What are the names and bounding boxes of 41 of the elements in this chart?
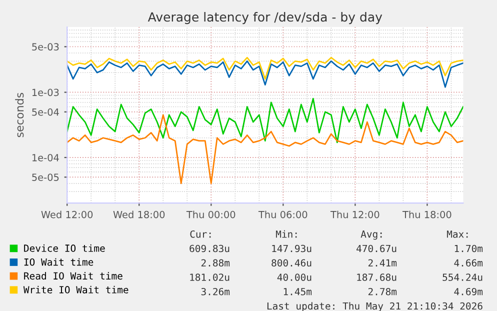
text: 40.00u bbox=[277, 274, 312, 281]
text: 4.66m bbox=[454, 259, 483, 267]
text: 1.70m bbox=[454, 244, 483, 252]
text: 2.78m bbox=[368, 288, 397, 296]
text: Max: bbox=[446, 230, 468, 238]
line-series bbox=[67, 56, 464, 80]
chart-title: Average latency for /dev/sda - by day bbox=[148, 12, 382, 24]
x-tick-label: Wed 18:00 bbox=[113, 210, 165, 218]
y-tick-label: 1e-03 bbox=[32, 88, 59, 96]
y-tick-label: 5e-04 bbox=[32, 108, 59, 116]
line-series bbox=[67, 114, 464, 184]
text: 3.26m bbox=[201, 288, 230, 296]
text: 187.68u bbox=[357, 274, 396, 281]
line-series bbox=[67, 98, 464, 144]
x-tick-label: Wed 12:00 bbox=[41, 210, 93, 218]
legend-label: Write IO Wait time bbox=[23, 286, 128, 294]
text: Min: bbox=[276, 230, 297, 238]
x-tick-label: Thu 12:00 bbox=[330, 210, 380, 218]
text: Cur: bbox=[190, 230, 211, 238]
text: 4.69m bbox=[454, 288, 483, 296]
text: Avg: bbox=[360, 230, 382, 240]
y-tick-label: 5e-03 bbox=[32, 43, 59, 51]
x-tick-label: Thu 06:00 bbox=[258, 210, 308, 218]
line-series bbox=[67, 60, 464, 88]
legend-label: Read IO Wait time bbox=[24, 272, 122, 280]
y-axis-title: seconds bbox=[15, 92, 24, 138]
text: 181.02u bbox=[190, 274, 230, 281]
legend-label: IO Wait time bbox=[24, 258, 94, 266]
text: 2.88m bbox=[201, 259, 230, 267]
legend-label: Device IO time bbox=[24, 244, 105, 252]
x-tick-label: Thu 18:00 bbox=[402, 210, 452, 218]
y-tick-label: 1e-04 bbox=[32, 154, 59, 162]
text: 147.93u bbox=[272, 244, 312, 252]
y-tick-label: 5e-05 bbox=[32, 174, 59, 181]
text: 554.24u bbox=[442, 274, 482, 281]
text: 800.46u bbox=[272, 259, 312, 267]
text: 2.41m bbox=[368, 259, 397, 266]
x-tick-label: Thu 00:00 bbox=[186, 210, 236, 218]
text: 470.67u bbox=[356, 244, 396, 252]
text: 1.45m bbox=[284, 288, 312, 296]
text: 609.83u bbox=[190, 244, 230, 252]
